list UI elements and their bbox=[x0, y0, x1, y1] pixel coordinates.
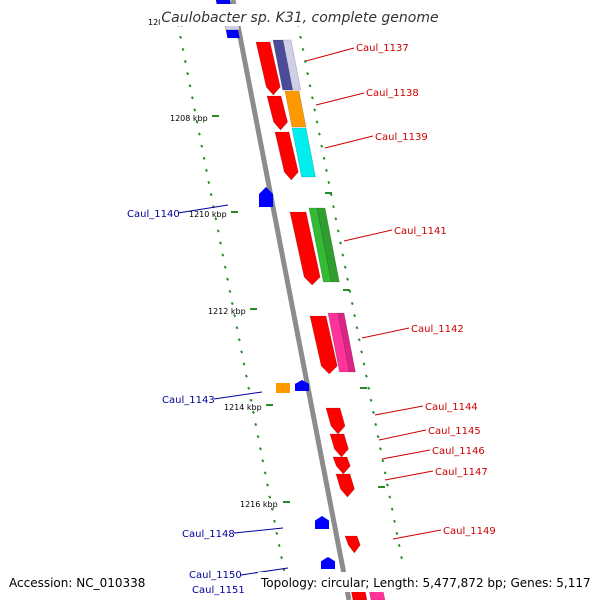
gene-label-caul-1149[interactable]: Caul_1149 bbox=[443, 526, 496, 537]
leader-caul-1144 bbox=[374, 405, 424, 416]
gene-caul-1150[interactable] bbox=[321, 557, 335, 569]
kbp-label-1210: 1210 kbp bbox=[189, 210, 227, 219]
kbp-label-1216: 1216 kbp bbox=[240, 500, 278, 509]
gene-caul-1146[interactable] bbox=[332, 456, 351, 475]
topology-text: Topology: circular; Length: 5,477,872 bp… bbox=[260, 576, 591, 590]
gene-label-caul-1146[interactable]: Caul_1146 bbox=[432, 446, 485, 457]
kbp-label-1214: 1214 kbp bbox=[224, 403, 262, 412]
scale-ticks-inner bbox=[174, 11, 286, 572]
gene-caul-1142[interactable] bbox=[309, 315, 338, 375]
gene-label-caul-1139[interactable]: Caul_1139 bbox=[375, 132, 428, 143]
leader-caul-1146 bbox=[381, 449, 431, 460]
gene-caul-1137c[interactable] bbox=[282, 39, 302, 91]
gene-caul-1148[interactable] bbox=[315, 516, 329, 529]
gene-label-caul-1148[interactable]: Caul_1148 bbox=[182, 529, 235, 540]
gene-label-caul-1138[interactable]: Caul_1138 bbox=[366, 88, 419, 99]
gene-caul-1137b[interactable] bbox=[272, 39, 294, 91]
gene-caul-1138[interactable] bbox=[266, 95, 288, 131]
gene-caul-1145[interactable] bbox=[329, 433, 349, 458]
gene-label-caul-1145[interactable]: Caul_1145 bbox=[428, 426, 481, 437]
gene-caul-1143a[interactable] bbox=[276, 383, 290, 393]
accession-text: Accession: NC_010338 bbox=[9, 576, 145, 590]
leader-caul-1143 bbox=[213, 391, 263, 400]
page-title: Caulobacter sp. K31, complete genome bbox=[161, 10, 438, 26]
gene-caul-1140[interactable] bbox=[259, 187, 273, 207]
gene-features bbox=[215, 0, 386, 600]
gene-label-caul-1140[interactable]: Caul_1140 bbox=[127, 209, 180, 220]
topology-backdrop bbox=[258, 572, 592, 592]
genome-backbone bbox=[230, 0, 352, 600]
right-gene-labels: Caul_1137 Caul_1138 Caul_1139 Caul_1141 … bbox=[356, 43, 496, 537]
leader-caul-1149 bbox=[392, 529, 442, 540]
leader-caul-1137 bbox=[305, 47, 355, 62]
leader-caul-1148 bbox=[233, 527, 284, 534]
gene-caul-1139b[interactable] bbox=[291, 127, 316, 178]
leader-caul-1145 bbox=[378, 429, 427, 441]
title-backdrop bbox=[160, 4, 440, 26]
gene-caul-1137[interactable] bbox=[255, 41, 281, 96]
leader-caul-1139 bbox=[324, 135, 374, 149]
gene-label-caul-1141[interactable]: Caul_1141 bbox=[394, 226, 447, 237]
leader-caul-1147 bbox=[384, 470, 434, 481]
gene-caul-1141[interactable] bbox=[289, 211, 321, 286]
gene-caul-1139[interactable] bbox=[274, 131, 299, 181]
leader-caul-1150 bbox=[240, 567, 289, 576]
leader-caul-1138 bbox=[315, 92, 365, 106]
accession-backdrop bbox=[4, 572, 154, 592]
gene-caul-1141b[interactable] bbox=[308, 207, 332, 283]
gene-label-caul-1143[interactable]: Caul_1143 bbox=[162, 395, 215, 406]
gene-label-caul-1144[interactable]: Caul_1144 bbox=[425, 402, 478, 413]
kbp-label-1212: 1212 kbp bbox=[208, 307, 246, 316]
gene-caul-1141c[interactable] bbox=[316, 207, 340, 283]
label-leaders bbox=[177, 47, 442, 576]
gene-label-caul-1142[interactable]: Caul_1142 bbox=[411, 324, 464, 335]
gene-caul-1142c[interactable] bbox=[337, 312, 356, 373]
leader-caul-1142 bbox=[361, 327, 410, 339]
gene-label-caul-1147[interactable]: Caul_1147 bbox=[435, 467, 488, 478]
leader-caul-1140 bbox=[177, 204, 229, 214]
gene-label-caul-1150[interactable]: Caul_1150 bbox=[189, 570, 242, 581]
leader-caul-1141 bbox=[343, 229, 393, 242]
gene-caul-1147[interactable] bbox=[335, 473, 355, 498]
gene-label-caul-1137[interactable]: Caul_1137 bbox=[356, 43, 409, 54]
gene-caul-1138b[interactable] bbox=[284, 90, 307, 128]
gene-caul-1149[interactable] bbox=[344, 535, 361, 554]
kbp-marks bbox=[212, 115, 385, 503]
gene-top-c[interactable] bbox=[225, 29, 240, 39]
gene-caul-1143b[interactable] bbox=[295, 380, 309, 391]
kbp-label-1208: 1208 kbp bbox=[170, 114, 208, 123]
gene-caul-1142b[interactable] bbox=[327, 312, 350, 373]
left-gene-labels: Caul_1140 Caul_1143 Caul_1148 Caul_1150 … bbox=[127, 209, 245, 596]
gene-caul-1144[interactable] bbox=[325, 407, 346, 435]
gene-label-caul-1151[interactable]: Caul_1151 bbox=[192, 585, 245, 596]
